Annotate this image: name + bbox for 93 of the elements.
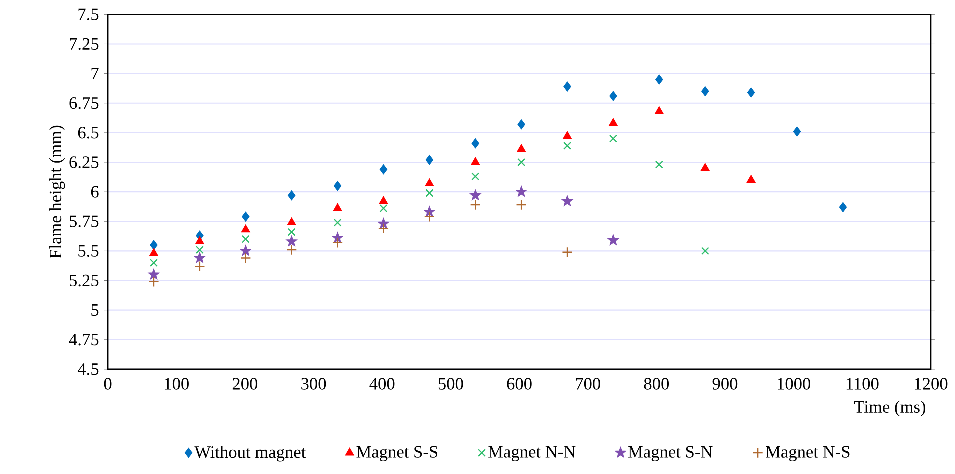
point xyxy=(196,246,204,254)
point xyxy=(564,82,572,92)
point xyxy=(609,134,618,143)
point xyxy=(148,276,160,288)
point xyxy=(286,236,297,246)
point xyxy=(288,228,296,236)
point xyxy=(150,248,158,256)
point xyxy=(656,74,664,85)
y-tick-label: 5 xyxy=(92,304,99,316)
point xyxy=(242,212,250,222)
y-tick-label: 6 xyxy=(91,186,99,198)
x-tick-label: 100 xyxy=(165,378,189,390)
x-tick-label: 500 xyxy=(438,378,464,390)
x-tick-label: 300 xyxy=(302,378,326,390)
y-tick-label: 7.25 xyxy=(70,38,99,50)
y-tick-label: 6.5 xyxy=(78,126,99,139)
x-axis-title: Time (ms) xyxy=(854,400,926,416)
point xyxy=(424,211,436,222)
x-tick-label: 1200 xyxy=(915,378,948,390)
y-tick-label: 5.5 xyxy=(78,245,99,257)
point xyxy=(196,236,204,244)
point xyxy=(425,178,434,186)
point xyxy=(701,247,710,256)
y-tick-label: 6.25 xyxy=(70,156,99,168)
point xyxy=(470,190,481,200)
x-tick-label: 400 xyxy=(370,378,395,390)
point xyxy=(747,175,756,183)
x-tick-label: 800 xyxy=(644,378,670,390)
y-tick-label: 4.75 xyxy=(69,334,99,346)
point xyxy=(609,118,618,126)
point xyxy=(334,218,342,227)
point xyxy=(564,142,572,150)
x-tick-label: 600 xyxy=(507,378,532,390)
point xyxy=(655,160,664,169)
point xyxy=(562,196,573,206)
point xyxy=(288,218,296,226)
point xyxy=(379,196,388,204)
point xyxy=(334,181,342,191)
point xyxy=(380,204,388,213)
point xyxy=(748,88,756,98)
point xyxy=(194,261,206,272)
y-tick-label: 6.75 xyxy=(70,97,99,110)
point xyxy=(332,237,344,248)
point xyxy=(562,246,573,258)
point xyxy=(426,155,434,165)
point xyxy=(470,200,482,210)
legend-label: Magnet N-N xyxy=(488,446,576,462)
point xyxy=(150,258,158,267)
legend-label: Magnet S-S xyxy=(356,446,438,462)
point xyxy=(516,200,527,210)
x-tick-label: 700 xyxy=(576,378,600,390)
point xyxy=(471,158,480,166)
x-tick-label: 900 xyxy=(712,378,738,390)
x-tick-label: 1000 xyxy=(778,378,811,390)
point xyxy=(608,235,619,245)
point xyxy=(242,235,250,244)
point xyxy=(518,120,526,130)
legend-label: Magnet S-N xyxy=(628,446,713,462)
point xyxy=(472,172,480,181)
point xyxy=(240,246,252,256)
point xyxy=(702,86,710,96)
y-tick-label: 5.75 xyxy=(70,216,99,228)
legend-label: Magnet N-S xyxy=(766,446,850,462)
point xyxy=(333,204,342,212)
point xyxy=(839,202,848,212)
point xyxy=(194,252,206,263)
point xyxy=(242,224,250,233)
point xyxy=(472,138,480,148)
point xyxy=(516,186,527,196)
x-tick-label: 1100 xyxy=(846,378,879,390)
point xyxy=(380,164,388,174)
point xyxy=(793,126,802,137)
point xyxy=(150,240,158,250)
point xyxy=(655,106,664,114)
point xyxy=(286,244,298,256)
legend-label: Without magnet xyxy=(194,446,306,462)
point xyxy=(518,158,526,166)
y-tick-label: 5.25 xyxy=(70,274,99,287)
y-tick-label: 4.5 xyxy=(78,364,99,376)
point xyxy=(378,223,390,234)
y-tick-label: 7 xyxy=(92,68,99,80)
x-tick-label: 200 xyxy=(232,378,258,390)
point xyxy=(288,190,296,200)
point xyxy=(148,269,160,280)
point xyxy=(517,144,526,152)
point xyxy=(426,189,434,198)
point xyxy=(701,163,710,172)
point xyxy=(563,132,572,140)
y-axis-title: Flame height (mm) xyxy=(49,126,66,258)
x-tick-label: 0 xyxy=(104,378,112,390)
point xyxy=(610,91,618,102)
point xyxy=(240,252,252,264)
y-tick-label: 7.5 xyxy=(78,8,99,20)
